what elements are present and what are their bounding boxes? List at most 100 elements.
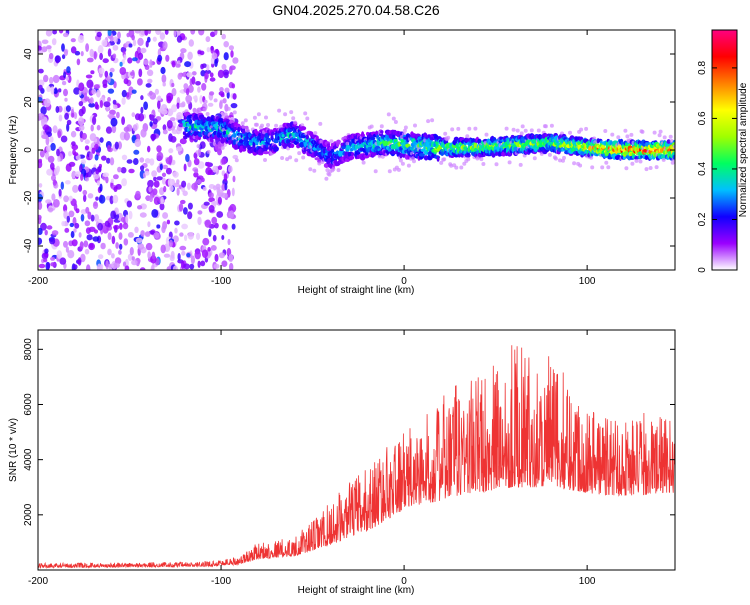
noise-cell — [216, 211, 224, 218]
halo-cell — [672, 144, 675, 149]
noise-cell — [166, 119, 173, 129]
noise-cell — [137, 78, 143, 86]
x-tick-label: 100 — [579, 276, 596, 287]
noise-cell — [58, 188, 62, 197]
noise-cell — [151, 170, 158, 178]
halo-cell — [406, 163, 411, 168]
noise-cell — [151, 251, 156, 260]
noise-cell — [38, 237, 43, 245]
noise-cell — [97, 45, 104, 54]
ridge-cell — [252, 141, 256, 147]
noise-cell — [211, 216, 218, 225]
noise-cell — [208, 205, 215, 213]
noise-cell — [209, 72, 214, 78]
noise-cell — [214, 30, 218, 36]
ridge-cell — [271, 131, 275, 135]
ridge-cell — [273, 146, 279, 152]
noise-cell — [182, 190, 188, 197]
ridge-cell — [424, 150, 429, 155]
noise-cell — [146, 69, 154, 77]
noise-cell — [181, 223, 189, 230]
noise-cell — [128, 210, 133, 220]
halo-cell — [584, 126, 589, 131]
noise-cell — [90, 214, 95, 222]
halo-cell — [547, 152, 552, 157]
noise-cell — [77, 117, 85, 126]
noise-cell — [176, 146, 183, 152]
noise-cell — [231, 83, 236, 89]
noise-cell — [107, 232, 112, 241]
ridge-cell — [211, 127, 215, 131]
noise-cell — [145, 83, 152, 88]
noise-cell — [153, 196, 160, 205]
noise-cell — [174, 227, 178, 234]
noise-cell — [161, 104, 168, 112]
ridge-cell — [419, 153, 425, 157]
noise-cell — [73, 264, 78, 270]
noise-cell — [147, 179, 154, 188]
noise-cell — [58, 30, 64, 34]
noise-cell — [74, 171, 81, 178]
noise-cell — [113, 36, 118, 44]
noise-cell — [200, 63, 205, 70]
noise-cell — [47, 155, 55, 163]
snr-x-axis-label: Height of straight line (km) — [298, 585, 415, 596]
noise-cell — [133, 158, 139, 165]
noise-cell — [207, 247, 211, 252]
noise-cell — [209, 91, 215, 96]
noise-cell — [202, 186, 207, 191]
noise-cell — [80, 51, 84, 57]
noise-cell — [190, 30, 196, 35]
x-tick-label: -100 — [211, 576, 231, 587]
halo-cell — [518, 162, 523, 167]
halo-cell — [572, 161, 577, 166]
halo-cell — [638, 159, 643, 164]
halo-cell — [662, 135, 667, 140]
noise-cell — [121, 154, 128, 161]
noise-cell — [231, 223, 236, 230]
noise-cell — [117, 141, 123, 150]
noise-cell — [89, 97, 94, 104]
ridge-cell — [423, 155, 429, 161]
halo-cell — [543, 124, 548, 129]
noise-cell — [65, 180, 71, 185]
noise-cell — [221, 33, 226, 40]
noise-cell — [208, 192, 214, 199]
noise-cell — [127, 57, 133, 64]
noise-cell — [212, 234, 217, 242]
noise-cell — [78, 124, 85, 131]
noise-cell — [38, 158, 43, 164]
noise-cell — [194, 169, 199, 174]
noise-cell — [92, 236, 100, 242]
noise-cell — [144, 30, 149, 36]
noise-cell — [140, 47, 147, 54]
noise-cell — [202, 237, 210, 246]
halo-cell — [562, 155, 566, 160]
noise-cell — [172, 171, 179, 178]
noise-cell — [187, 51, 193, 60]
noise-cell — [70, 38, 76, 43]
noise-cell — [135, 237, 143, 243]
noise-cell — [117, 166, 122, 173]
noise-cell — [143, 101, 149, 110]
halo-cell — [283, 112, 288, 117]
halo-cell — [610, 132, 615, 137]
noise-cell — [84, 220, 91, 227]
ridge-cell — [290, 143, 295, 148]
noise-cell — [96, 89, 101, 98]
ridge-cell — [640, 155, 643, 159]
noise-cell — [230, 103, 238, 109]
halo-cell — [456, 126, 461, 131]
noise-cell — [70, 230, 75, 239]
halo-cell — [266, 123, 270, 127]
noise-cell — [123, 238, 129, 246]
halo-cell — [515, 128, 520, 133]
noise-cell — [176, 112, 184, 120]
noise-cell — [179, 102, 186, 108]
ridge-cell — [351, 152, 355, 157]
noise-cell — [62, 32, 69, 38]
noise-cell — [66, 119, 72, 126]
noise-cell — [208, 228, 212, 237]
halo-cell — [630, 161, 635, 166]
